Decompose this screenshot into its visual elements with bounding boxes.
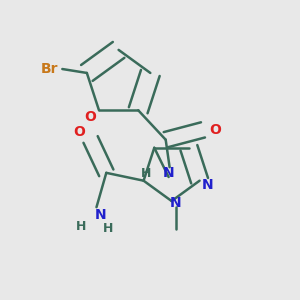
Text: N: N bbox=[170, 196, 181, 210]
Text: O: O bbox=[209, 123, 221, 137]
Text: N: N bbox=[94, 208, 106, 222]
Text: O: O bbox=[84, 110, 96, 124]
Text: N: N bbox=[163, 166, 174, 180]
Text: H: H bbox=[141, 167, 151, 180]
Text: O: O bbox=[73, 124, 85, 139]
Text: N: N bbox=[202, 178, 213, 192]
Text: Br: Br bbox=[41, 62, 58, 76]
Text: H: H bbox=[103, 222, 113, 235]
Text: H: H bbox=[76, 220, 86, 233]
